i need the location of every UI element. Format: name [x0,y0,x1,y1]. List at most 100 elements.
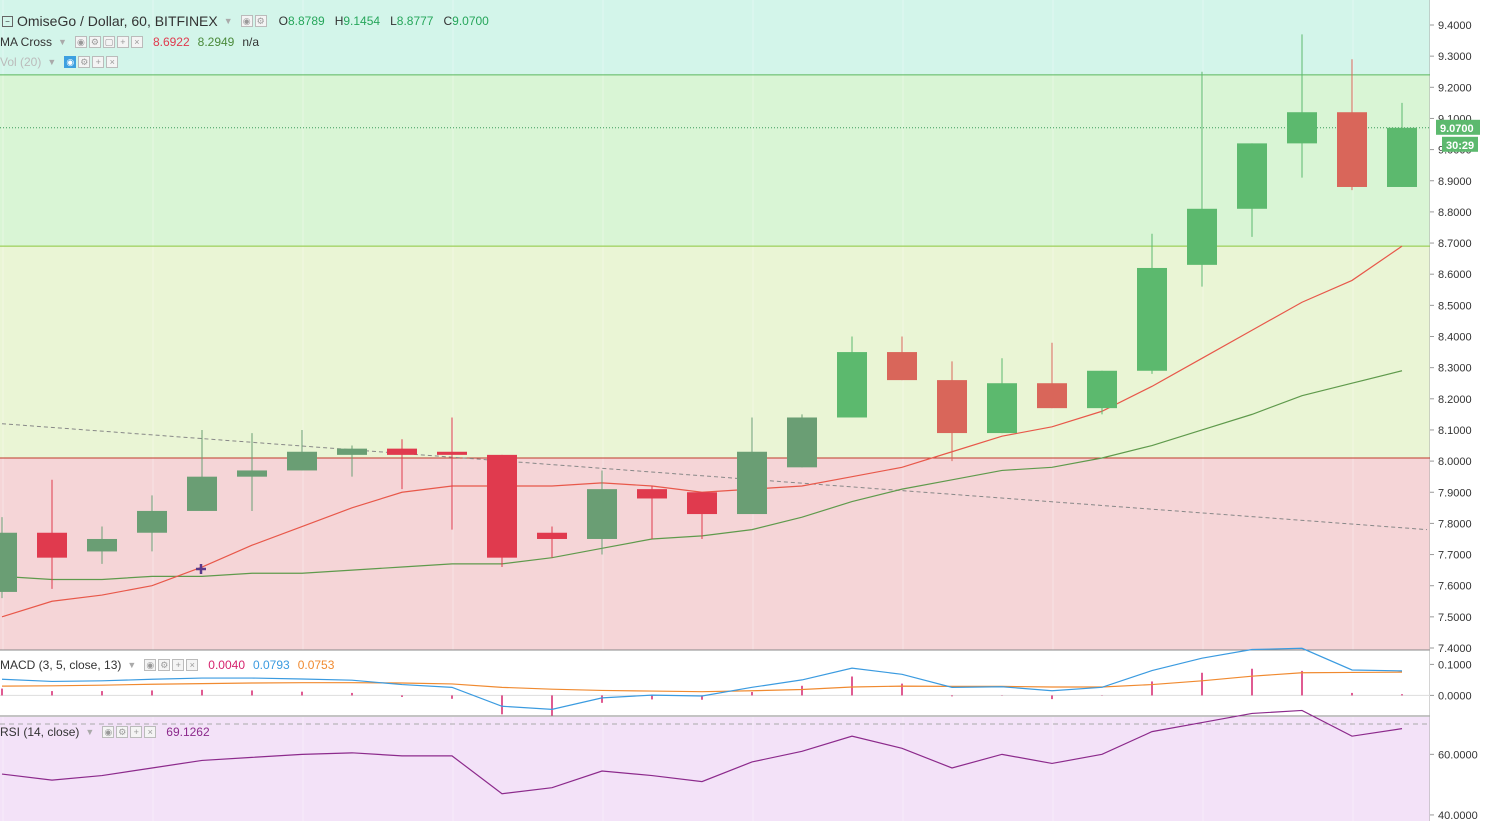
candle [1037,342,1067,409]
macd-line-value: 0.0793 [253,658,290,672]
gear-icon[interactable]: ⚙ [116,726,129,738]
eye-icon[interactable]: ◉ [240,15,253,27]
trendline[interactable] [1,423,1428,531]
close-icon[interactable]: × [106,56,119,68]
ma-title: MA Cross [0,35,53,49]
rsi-line [1,709,1403,795]
candle [137,495,167,552]
collapse-icon[interactable]: − [2,15,13,27]
candle-body [237,470,267,477]
horizontal-levels [0,74,1430,459]
candle [1087,370,1117,415]
gear-icon[interactable]: ⚙ [158,659,171,671]
axis-tick-label: 9.2000 [1438,82,1472,94]
chevron-down-icon[interactable]: ▼ [223,16,233,26]
candle-body [137,510,167,533]
ma-legend: MA Cross ▼ ◉ ⚙ ▢ + × 8.6922 8.2949 n/a [0,33,259,51]
candle [1137,233,1167,374]
gear-icon[interactable]: ⚙ [254,15,267,27]
candle-body [1037,383,1067,409]
rsi-background [0,717,1430,821]
plus-icon[interactable]: + [172,659,185,671]
axis-tick-label: 8.2000 [1438,394,1472,406]
ohlc-close-value: 9.0700 [452,14,489,28]
ma-fast-value: 8.6922 [152,35,190,49]
ohlc-high-key: H [334,14,344,28]
axis-tick-label: 9.3000 [1438,51,1472,63]
macd-legend: MACD (3, 5, close, 13) ▼ ◉ ⚙ + × 0.0040 0.0… [0,656,334,674]
axis-tick-label: 7.6000 [1438,581,1472,593]
macd-line [1,647,1403,710]
axis-tick-label: 8.4000 [1438,332,1472,344]
rsi-legend: RSI (14, close) ▼ ◉ ⚙ + × 69.1262 [0,723,210,741]
axis-tick-label: 7.8000 [1438,518,1472,530]
axis-tick-label: 8.6000 [1438,269,1472,281]
chevron-down-icon[interactable]: ▼ [127,660,137,670]
chevron-down-icon[interactable]: ▼ [85,727,95,737]
ohlc-close-key: C [443,14,453,28]
plus-icon[interactable]: + [92,56,105,68]
axis-tick-label: 8.9000 [1438,176,1472,188]
axis-tick-label: 9.4000 [1438,20,1472,32]
candle-body [1187,208,1217,265]
candle [1187,71,1217,287]
price-badge: 9.0700 [1440,123,1474,135]
axis-tick-label: 8.5000 [1438,300,1472,312]
ohlc-open-value: 8.8789 [288,14,325,28]
candle-body [0,532,17,592]
candle-body [1287,112,1317,144]
candle-body [37,532,67,558]
gear-icon[interactable]: ⚙ [78,56,91,68]
axis-tick-label: 7.5000 [1438,612,1472,624]
eye-icon[interactable]: ◉ [64,56,77,68]
rsi-pane [0,709,1430,795]
close-icon[interactable]: × [144,726,157,738]
close-icon[interactable]: × [130,36,143,48]
plus-icon[interactable]: + [116,36,129,48]
candle [37,479,67,589]
eye-icon[interactable]: ◉ [102,726,115,738]
ohlc-low-value: 8.8777 [396,14,434,28]
macd-tick-label: 0.0000 [1438,690,1472,702]
axis-tick-label: 8.1000 [1438,425,1472,437]
crosshair-cursor [196,564,206,574]
candle-body [487,454,517,558]
close-icon[interactable]: × [186,659,199,671]
square-icon[interactable]: ▢ [102,36,115,48]
candle [1237,143,1267,237]
candles [0,34,1417,599]
candle [1337,59,1367,191]
eye-icon[interactable]: ◉ [144,659,157,671]
ohlc-high-value: 9.1454 [343,14,381,28]
candle [487,454,517,568]
candle-body [937,380,967,434]
candle-body [1137,267,1167,371]
chevron-down-icon[interactable]: ▼ [58,37,67,47]
rsi-value: 69.1262 [166,725,210,739]
candle [587,470,617,555]
eye-icon[interactable]: ◉ [74,36,87,48]
candle [537,526,567,558]
candle-body [187,476,217,511]
macd-signal-line [1,671,1403,693]
candle [887,336,917,381]
gear-icon[interactable]: ⚙ [88,36,101,48]
candle-body [387,448,417,455]
macd-tick-label: 0.1000 [1438,659,1472,671]
ma-third-value: n/a [242,35,260,49]
plus-icon[interactable]: + [130,726,143,738]
candle-body [537,532,567,539]
axis-tick-label: 7.7000 [1438,550,1472,562]
axis-tick-label: 8.0000 [1438,456,1472,468]
ohlc-low-key: L [390,14,397,28]
axis-tick-label: 7.9000 [1438,487,1472,499]
chevron-down-icon[interactable]: ▼ [47,57,57,67]
macd-signal-value: 0.0753 [297,658,335,672]
candle-body [887,352,917,381]
candle-body [587,489,617,539]
candle-body [837,352,867,418]
macd-hist-value: 0.0040 [208,658,245,672]
